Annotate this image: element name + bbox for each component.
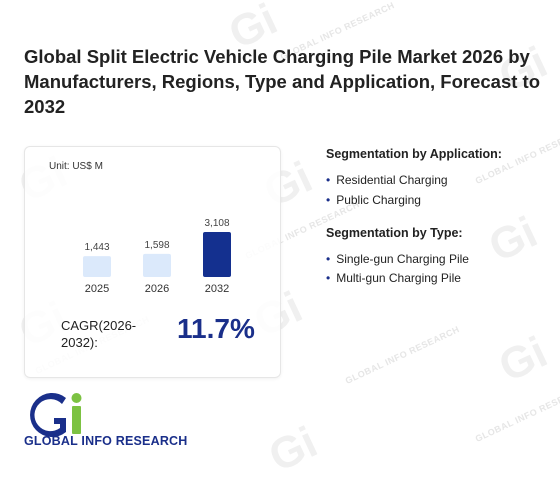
bar-chart: 1,443 2025 1,598 2026 3,108 2032 (83, 218, 231, 295)
bar-2025 (83, 256, 111, 277)
category-label: 2032 (205, 283, 229, 295)
value-label: 1,598 (144, 240, 169, 251)
company-logo (30, 393, 82, 437)
bar-2032 (203, 232, 231, 277)
unit-label: Unit: US$ M (49, 161, 103, 172)
bar-2026 (143, 253, 171, 277)
category-label: 2026 (145, 283, 169, 295)
watermark-text: GLOBAL INFO RESEARCH (473, 382, 560, 444)
type-item: • Single-gun Charging Pile (326, 252, 469, 266)
application-item: • Public Charging (326, 193, 421, 207)
application-item: • Residential Charging (326, 173, 448, 187)
application-segment-title: Segmentation by Application: (326, 147, 502, 161)
report-title: Global Split Electric Vehicle Charging P… (24, 46, 541, 117)
value-label: 3,108 (204, 218, 229, 229)
cagr-label: CAGR(2026-2032): (61, 318, 137, 350)
value-label: 1,443 (84, 242, 109, 253)
type-segment-title: Segmentation by Type: (326, 226, 463, 240)
watermark-text: GLOBAL INFO RESEARCH (343, 324, 462, 386)
category-label: 2025 (85, 283, 109, 295)
logo-text: GLOBAL INFO RESEARCH (24, 434, 188, 448)
cagr-value: 11.7% (177, 313, 255, 344)
type-item: • Multi-gun Charging Pile (326, 271, 461, 285)
market-size-card: Unit: US$ M 1,443 2025 1,598 2026 3,108 2032 … (24, 146, 281, 378)
